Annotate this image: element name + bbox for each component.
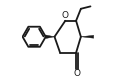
Polygon shape bbox=[46, 35, 54, 39]
Text: O: O bbox=[62, 11, 69, 20]
Polygon shape bbox=[81, 35, 94, 38]
Text: O: O bbox=[73, 69, 80, 78]
